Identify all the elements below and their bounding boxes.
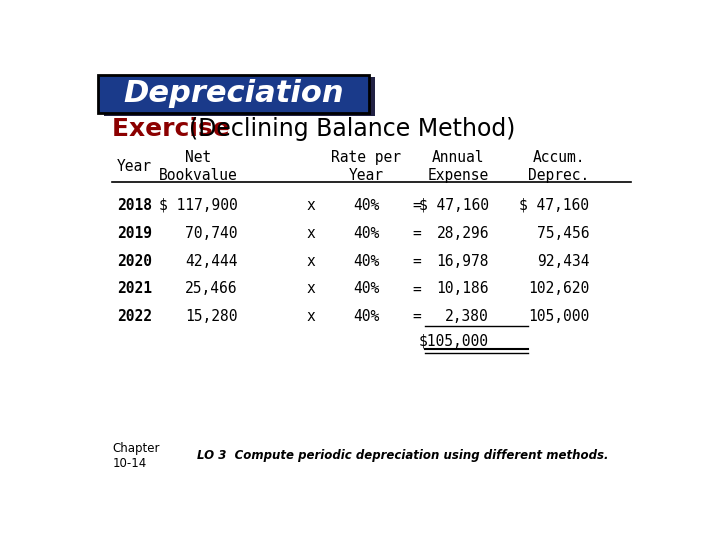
Text: x: x (306, 281, 315, 296)
Text: (Declining Balance Method): (Declining Balance Method) (189, 117, 516, 141)
Text: $ 117,900: $ 117,900 (159, 198, 238, 213)
Text: Depreciation: Depreciation (124, 79, 344, 109)
Text: 75,456: 75,456 (537, 226, 590, 241)
Text: 2020: 2020 (117, 254, 152, 268)
Text: 2022: 2022 (117, 309, 152, 325)
Text: x: x (306, 226, 315, 241)
Text: 15,280: 15,280 (185, 309, 238, 325)
Text: 2019: 2019 (117, 226, 152, 241)
Text: 2018: 2018 (117, 198, 152, 213)
Text: 40%: 40% (353, 226, 379, 241)
Text: 25,466: 25,466 (185, 281, 238, 296)
Text: LO 3  Compute periodic depreciation using different methods.: LO 3 Compute periodic depreciation using… (197, 449, 608, 462)
Text: 28,296: 28,296 (436, 226, 489, 241)
Text: $ 47,160: $ 47,160 (519, 198, 590, 213)
Text: =: = (412, 309, 420, 325)
Text: Accum.
Deprec.: Accum. Deprec. (528, 151, 590, 183)
Text: 105,000: 105,000 (528, 309, 590, 325)
Text: Year: Year (117, 159, 152, 174)
Text: x: x (306, 254, 315, 268)
Text: 40%: 40% (353, 309, 379, 325)
Text: 40%: 40% (353, 281, 379, 296)
Text: x: x (306, 198, 315, 213)
Text: 42,444: 42,444 (185, 254, 238, 268)
Text: Exercise: Exercise (112, 117, 239, 141)
Text: $ 47,160: $ 47,160 (419, 198, 489, 213)
FancyBboxPatch shape (104, 77, 374, 116)
Text: 10,186: 10,186 (436, 281, 489, 296)
Text: Annual
Expense: Annual Expense (428, 151, 489, 183)
Text: 40%: 40% (353, 254, 379, 268)
Text: 40%: 40% (353, 198, 379, 213)
FancyBboxPatch shape (99, 75, 369, 113)
Text: 70,740: 70,740 (185, 226, 238, 241)
Text: 92,434: 92,434 (537, 254, 590, 268)
Text: Net
Bookvalue: Net Bookvalue (159, 151, 238, 183)
Text: =: = (412, 254, 420, 268)
Text: Rate per
Year: Rate per Year (331, 151, 401, 183)
Text: =: = (412, 281, 420, 296)
Text: 102,620: 102,620 (528, 281, 590, 296)
Text: 2021: 2021 (117, 281, 152, 296)
Text: 2,380: 2,380 (445, 309, 489, 325)
Text: =: = (412, 226, 420, 241)
Text: 16,978: 16,978 (436, 254, 489, 268)
Text: $105,000: $105,000 (419, 334, 489, 349)
Text: x: x (306, 309, 315, 325)
Text: Chapter
10-14: Chapter 10-14 (112, 442, 160, 470)
Text: =: = (412, 198, 420, 213)
